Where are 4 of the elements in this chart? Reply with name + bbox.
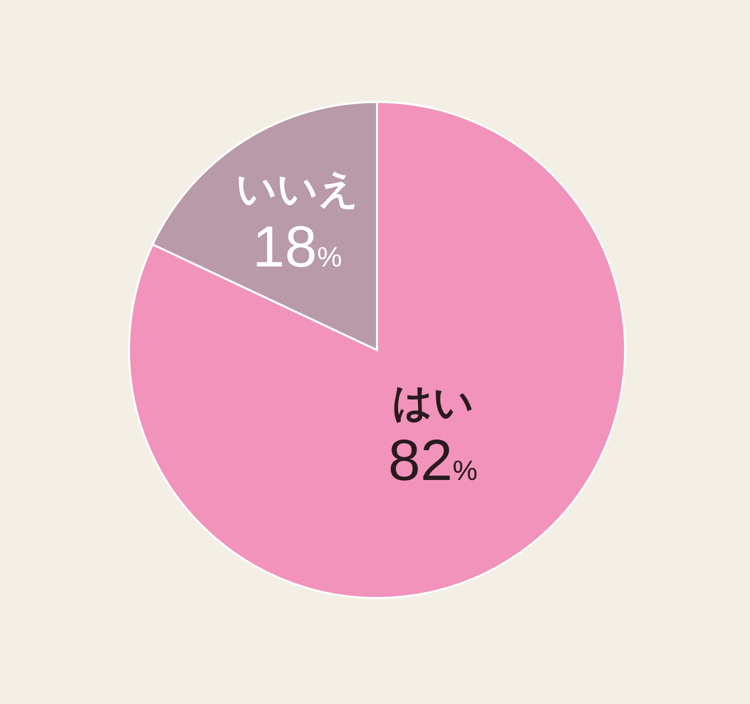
slice-label: はい (392, 380, 474, 426)
data-label: 18% (252, 214, 342, 280)
data-label: 82% (388, 428, 478, 493)
slice-label: いいえ (236, 166, 359, 212)
